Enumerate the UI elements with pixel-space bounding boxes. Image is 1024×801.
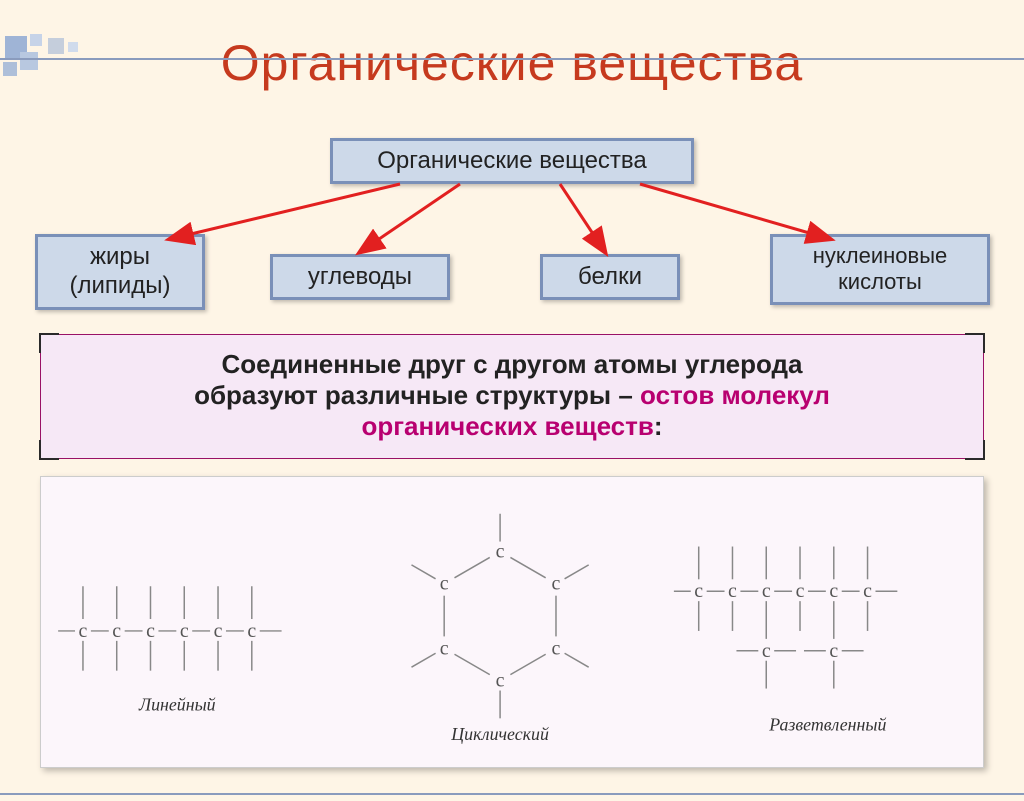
svg-text:c: c <box>552 637 561 659</box>
svg-text:c: c <box>440 637 449 659</box>
child-label: нуклеиновые <box>813 243 948 268</box>
child-node-carbs: углеводы <box>270 254 450 300</box>
child-sublabel: кислоты <box>838 269 922 294</box>
svg-text:c: c <box>496 670 505 692</box>
child-node-proteins: белки <box>540 254 680 300</box>
branched-label: Разветвленный <box>768 714 886 734</box>
linear-structure: cccccc <box>58 586 281 670</box>
svg-text:c: c <box>112 620 121 642</box>
info-panel: Соединенные друг с другом атомы углерода… <box>40 334 984 459</box>
info-line2a: образуют различные структуры – <box>194 380 640 410</box>
child-label: жиры <box>90 243 150 270</box>
svg-text:c: c <box>728 580 737 602</box>
root-label: Органические вещества <box>377 147 647 174</box>
cyclic-structure: c c c c c c <box>411 514 588 719</box>
cyclic-label: Циклический <box>450 724 549 744</box>
top-border <box>0 58 1024 60</box>
decorative-squares <box>0 34 180 74</box>
svg-text:c: c <box>496 540 505 562</box>
svg-text:c: c <box>762 580 771 602</box>
root-node: Органические вещества <box>330 138 694 184</box>
child-label: углеводы <box>308 263 412 290</box>
svg-text:c: c <box>180 620 189 642</box>
svg-text:c: c <box>796 580 805 602</box>
svg-text:c: c <box>694 580 703 602</box>
svg-text:c: c <box>146 620 155 642</box>
svg-text:c: c <box>79 620 88 642</box>
svg-text:c: c <box>762 640 771 662</box>
child-label: белки <box>578 263 642 290</box>
info-colon: : <box>654 411 663 441</box>
info-line1: Соединенные друг с другом атомы углерода <box>221 349 802 379</box>
linear-label: Линейный <box>138 694 216 714</box>
branched-structure: c c c c c c c c <box>674 547 897 689</box>
child-sublabel: (липиды) <box>69 272 170 299</box>
child-node-nucleic: нуклеиновые кислоты <box>770 234 990 305</box>
structures-panel: cccccc Линейный cccccc Циклический ccccc… <box>40 476 984 768</box>
svg-text:c: c <box>829 640 838 662</box>
svg-text:c: c <box>214 620 223 642</box>
child-node-fats: жиры (липиды) <box>35 234 205 310</box>
svg-text:c: c <box>440 573 449 595</box>
info-highlight-1: остов молекул <box>640 380 830 410</box>
svg-text:c: c <box>247 620 256 642</box>
info-highlight-2: органических веществ <box>361 411 653 441</box>
svg-text:c: c <box>863 580 872 602</box>
svg-text:c: c <box>552 573 561 595</box>
svg-text:c: c <box>829 580 838 602</box>
bottom-border <box>0 793 1024 795</box>
